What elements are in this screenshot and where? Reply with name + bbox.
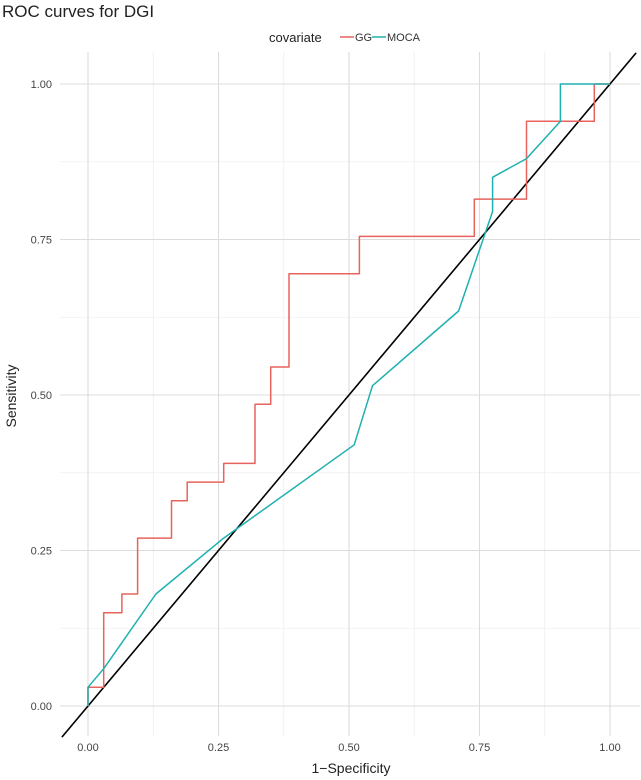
- x-axis-title: 1−Specificity: [312, 760, 391, 776]
- y-tick-label: 1.00: [31, 79, 52, 91]
- x-tick-label: 0.50: [338, 742, 359, 754]
- y-axis-title: Sensitivity: [3, 364, 19, 427]
- legend: covariate GG MOCA: [269, 30, 421, 45]
- y-tick-label: 0.00: [31, 701, 52, 713]
- moca-curve: [87, 83, 610, 706]
- y-tick-label: 0.75: [31, 235, 52, 247]
- legend-title: covariate: [269, 30, 322, 45]
- axis-ticks: 0.00 0.25 0.50 0.75 1.00 0.00 0.25 0.50 0.75 1.00: [31, 79, 621, 754]
- x-tick-label: 1.00: [599, 742, 620, 754]
- y-tick-label: 0.25: [31, 546, 52, 558]
- x-tick-label: 0.00: [77, 742, 98, 754]
- gg-curve: [87, 83, 610, 706]
- x-tick-label: 0.75: [469, 742, 490, 754]
- plot-series: [61, 52, 637, 738]
- chart-title: ROC curves for DGI: [2, 2, 154, 21]
- plot-grid: [60, 52, 640, 736]
- y-tick-label: 0.50: [31, 390, 52, 402]
- legend-label-moca: MOCA: [387, 32, 421, 44]
- reference-diagonal: [61, 52, 637, 738]
- legend-label-gg: GG: [355, 32, 372, 44]
- x-tick-label: 0.25: [208, 742, 229, 754]
